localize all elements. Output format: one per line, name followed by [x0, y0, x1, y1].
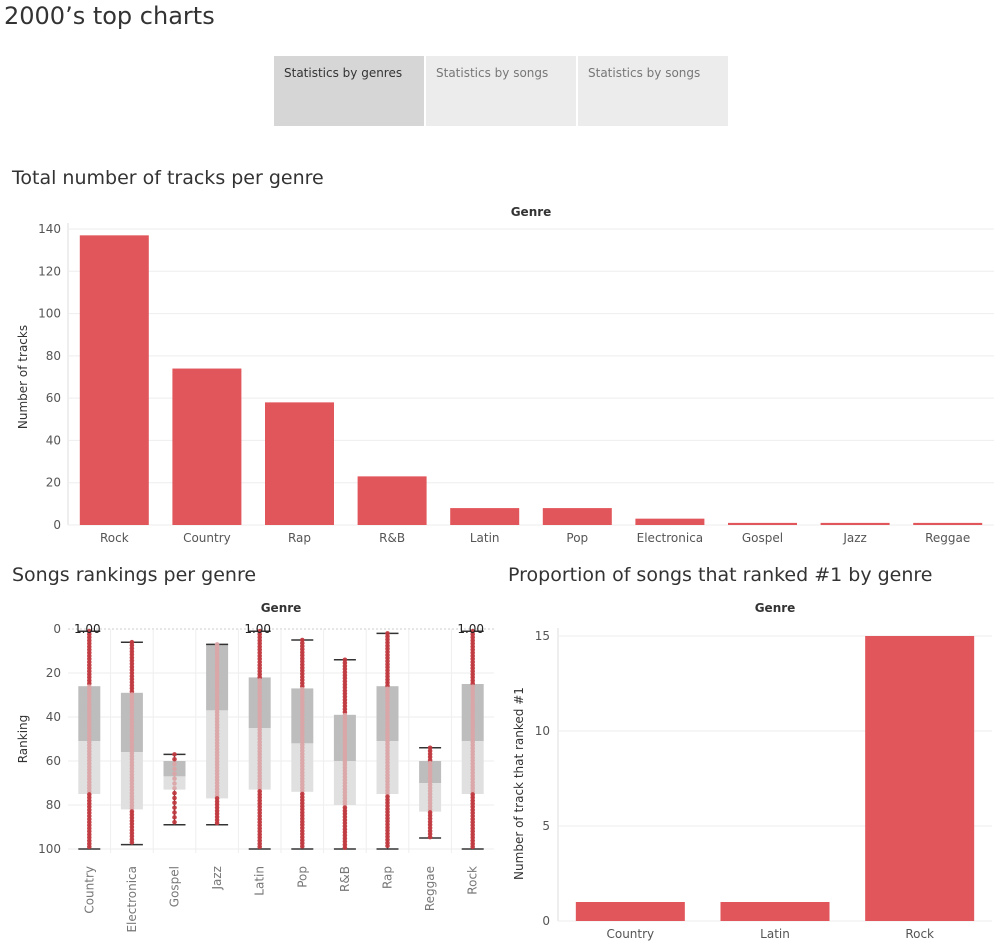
chart1-x-tick-label: Gospel	[742, 531, 783, 545]
chart2-x-tick-label: Electronica	[125, 866, 139, 933]
chart1-bar-rap	[265, 402, 334, 525]
chart2-y-tick-label: 80	[46, 798, 61, 812]
chart2-y-tick-label: 60	[46, 754, 61, 768]
chart3-y-tick-label: 0	[542, 914, 550, 928]
chart2-point-country	[87, 844, 92, 850]
chart2-x-tick-label: Rap	[381, 866, 395, 889]
chart2-y-tick-label: 40	[46, 710, 61, 724]
chart1-x-tick-label: Country	[183, 531, 231, 545]
chart1-bar-r-b	[357, 476, 427, 525]
chart3-y-tick-label: 10	[535, 724, 550, 738]
chart1-bar-gospel	[728, 522, 797, 525]
chart2-point-reggae	[427, 834, 433, 840]
chart2-point-gospel	[172, 795, 177, 801]
chart3-x-tick-label: Rock	[905, 927, 934, 941]
chart2-point-gospel	[172, 815, 177, 820]
chart2-x-tick-label: Pop	[295, 866, 309, 888]
chart1-bar-jazz	[820, 522, 890, 525]
tab-statistics-by-songs[interactable]: Statistics by songs	[426, 56, 576, 126]
chart1-y-tick-label: 120	[38, 264, 61, 278]
chart2-point-gospel	[172, 761, 177, 767]
chart2-y-axis-label: Ranking	[16, 715, 30, 764]
chart1-y-tick-label: 20	[46, 476, 61, 490]
chart1-y-axis-label: Number of tracks	[16, 325, 30, 429]
chart2-x-tick-label: Latin	[253, 866, 267, 896]
chart2-point-electronica	[129, 840, 135, 845]
tab-statistics-by-genres[interactable]: Statistics by genres	[274, 56, 424, 126]
chart-title-rankings-per-genre: Songs rankings per genre	[12, 564, 257, 586]
chart1-bar-reggae	[913, 522, 983, 525]
chart1-bar-latin	[450, 508, 520, 525]
chart2-point-gospel	[172, 766, 177, 772]
chart1-y-tick-label: 140	[38, 222, 61, 236]
chart3-y-tick-label: 5	[542, 819, 550, 833]
chart3-bar-rock	[865, 636, 975, 921]
chart2-point-rap	[385, 843, 390, 849]
chart2-point-rock	[470, 844, 476, 850]
chart2-point-gospel	[172, 785, 177, 791]
chart1-x-tick-label: Rap	[288, 531, 311, 545]
chart1-y-tick-label: 80	[46, 349, 61, 363]
chart1-y-tick-label: 60	[46, 391, 61, 405]
chart2-y-tick-label: 0	[53, 622, 61, 636]
chart2-x-tick-label: R&B	[338, 866, 352, 892]
chart1-y-tick-label: 100	[38, 307, 61, 321]
chart2-data-label: 1.00	[244, 622, 271, 636]
chart3-x-tick-label: Country	[606, 927, 654, 941]
chart1-x-tick-label: R&B	[379, 531, 405, 545]
chart2-point-gospel	[172, 819, 177, 825]
chart2-point-jazz	[214, 820, 220, 826]
chart3-bar-latin	[720, 902, 830, 921]
chart1-bar-rock	[79, 235, 149, 526]
chart1-x-tick-label: Latin	[470, 531, 500, 545]
chart1-bar-electronica	[635, 518, 705, 525]
tab-statistics-by-songs-2[interactable]: Statistics by songs	[578, 56, 728, 126]
app-title: 2000’s top charts	[4, 2, 215, 30]
chart2-data-label: 1.00	[457, 622, 484, 636]
chart3-x-tick-label: Latin	[760, 927, 790, 941]
chart1-y-tick-label: 0	[53, 518, 61, 532]
chart2-point-gospel	[172, 776, 177, 781]
chart1-x-tick-label: Reggae	[925, 531, 970, 545]
chart1-bar-pop	[542, 508, 612, 525]
chart1-bar-country	[172, 368, 242, 525]
chart3-bar-country	[575, 902, 685, 921]
chart1-x-tick-label: Rock	[100, 531, 129, 545]
chart2-x-tick-label: Gospel	[168, 866, 182, 907]
chart-title-tracks-per-genre: Total number of tracks per genre	[12, 167, 324, 189]
chart2-point-gospel	[172, 800, 177, 806]
chart2-x-tick-label: Rock	[466, 866, 480, 895]
chart2-y-tick-label: 20	[46, 666, 61, 680]
chart2-point-gospel	[172, 756, 177, 762]
chart2-point-gospel	[172, 781, 177, 786]
chart2-point-latin	[257, 844, 263, 850]
chart-title-ranked-1-by-genre: Proportion of songs that ranked #1 by ge…	[508, 564, 933, 586]
chart2-header: Genre	[261, 601, 302, 615]
chart2-point-gospel	[172, 790, 177, 796]
chart2-data-label: 1.00	[74, 622, 101, 636]
chart2-x-tick-label: Jazz	[210, 866, 224, 891]
chart2-x-tick-label: Reggae	[423, 866, 437, 911]
chart1-x-tick-label: Electronica	[637, 531, 704, 545]
tab-bar: Statistics by genres Statistics by songs…	[274, 56, 728, 126]
chart3-y-axis-label: Number of track that ranked #1	[512, 687, 526, 880]
chart2-x-tick-label: Country	[82, 866, 96, 914]
chart2-point-pop	[300, 844, 305, 849]
chart2-y-tick-label: 100	[38, 842, 61, 856]
chart1-y-tick-label: 40	[46, 433, 61, 447]
chart2-point-r-b	[342, 845, 348, 850]
chart2-point-gospel	[172, 771, 177, 777]
chart1-x-tick-label: Pop	[566, 531, 588, 545]
chart2-point-gospel	[172, 805, 177, 810]
chart3-y-tick-label: 15	[535, 629, 550, 643]
chart3-header: Genre	[755, 601, 796, 615]
chart2-point-gospel	[172, 810, 177, 815]
chart1-x-tick-label: Jazz	[842, 531, 867, 545]
chart1-header: Genre	[511, 205, 552, 219]
chart2-point-gospel	[172, 752, 177, 757]
